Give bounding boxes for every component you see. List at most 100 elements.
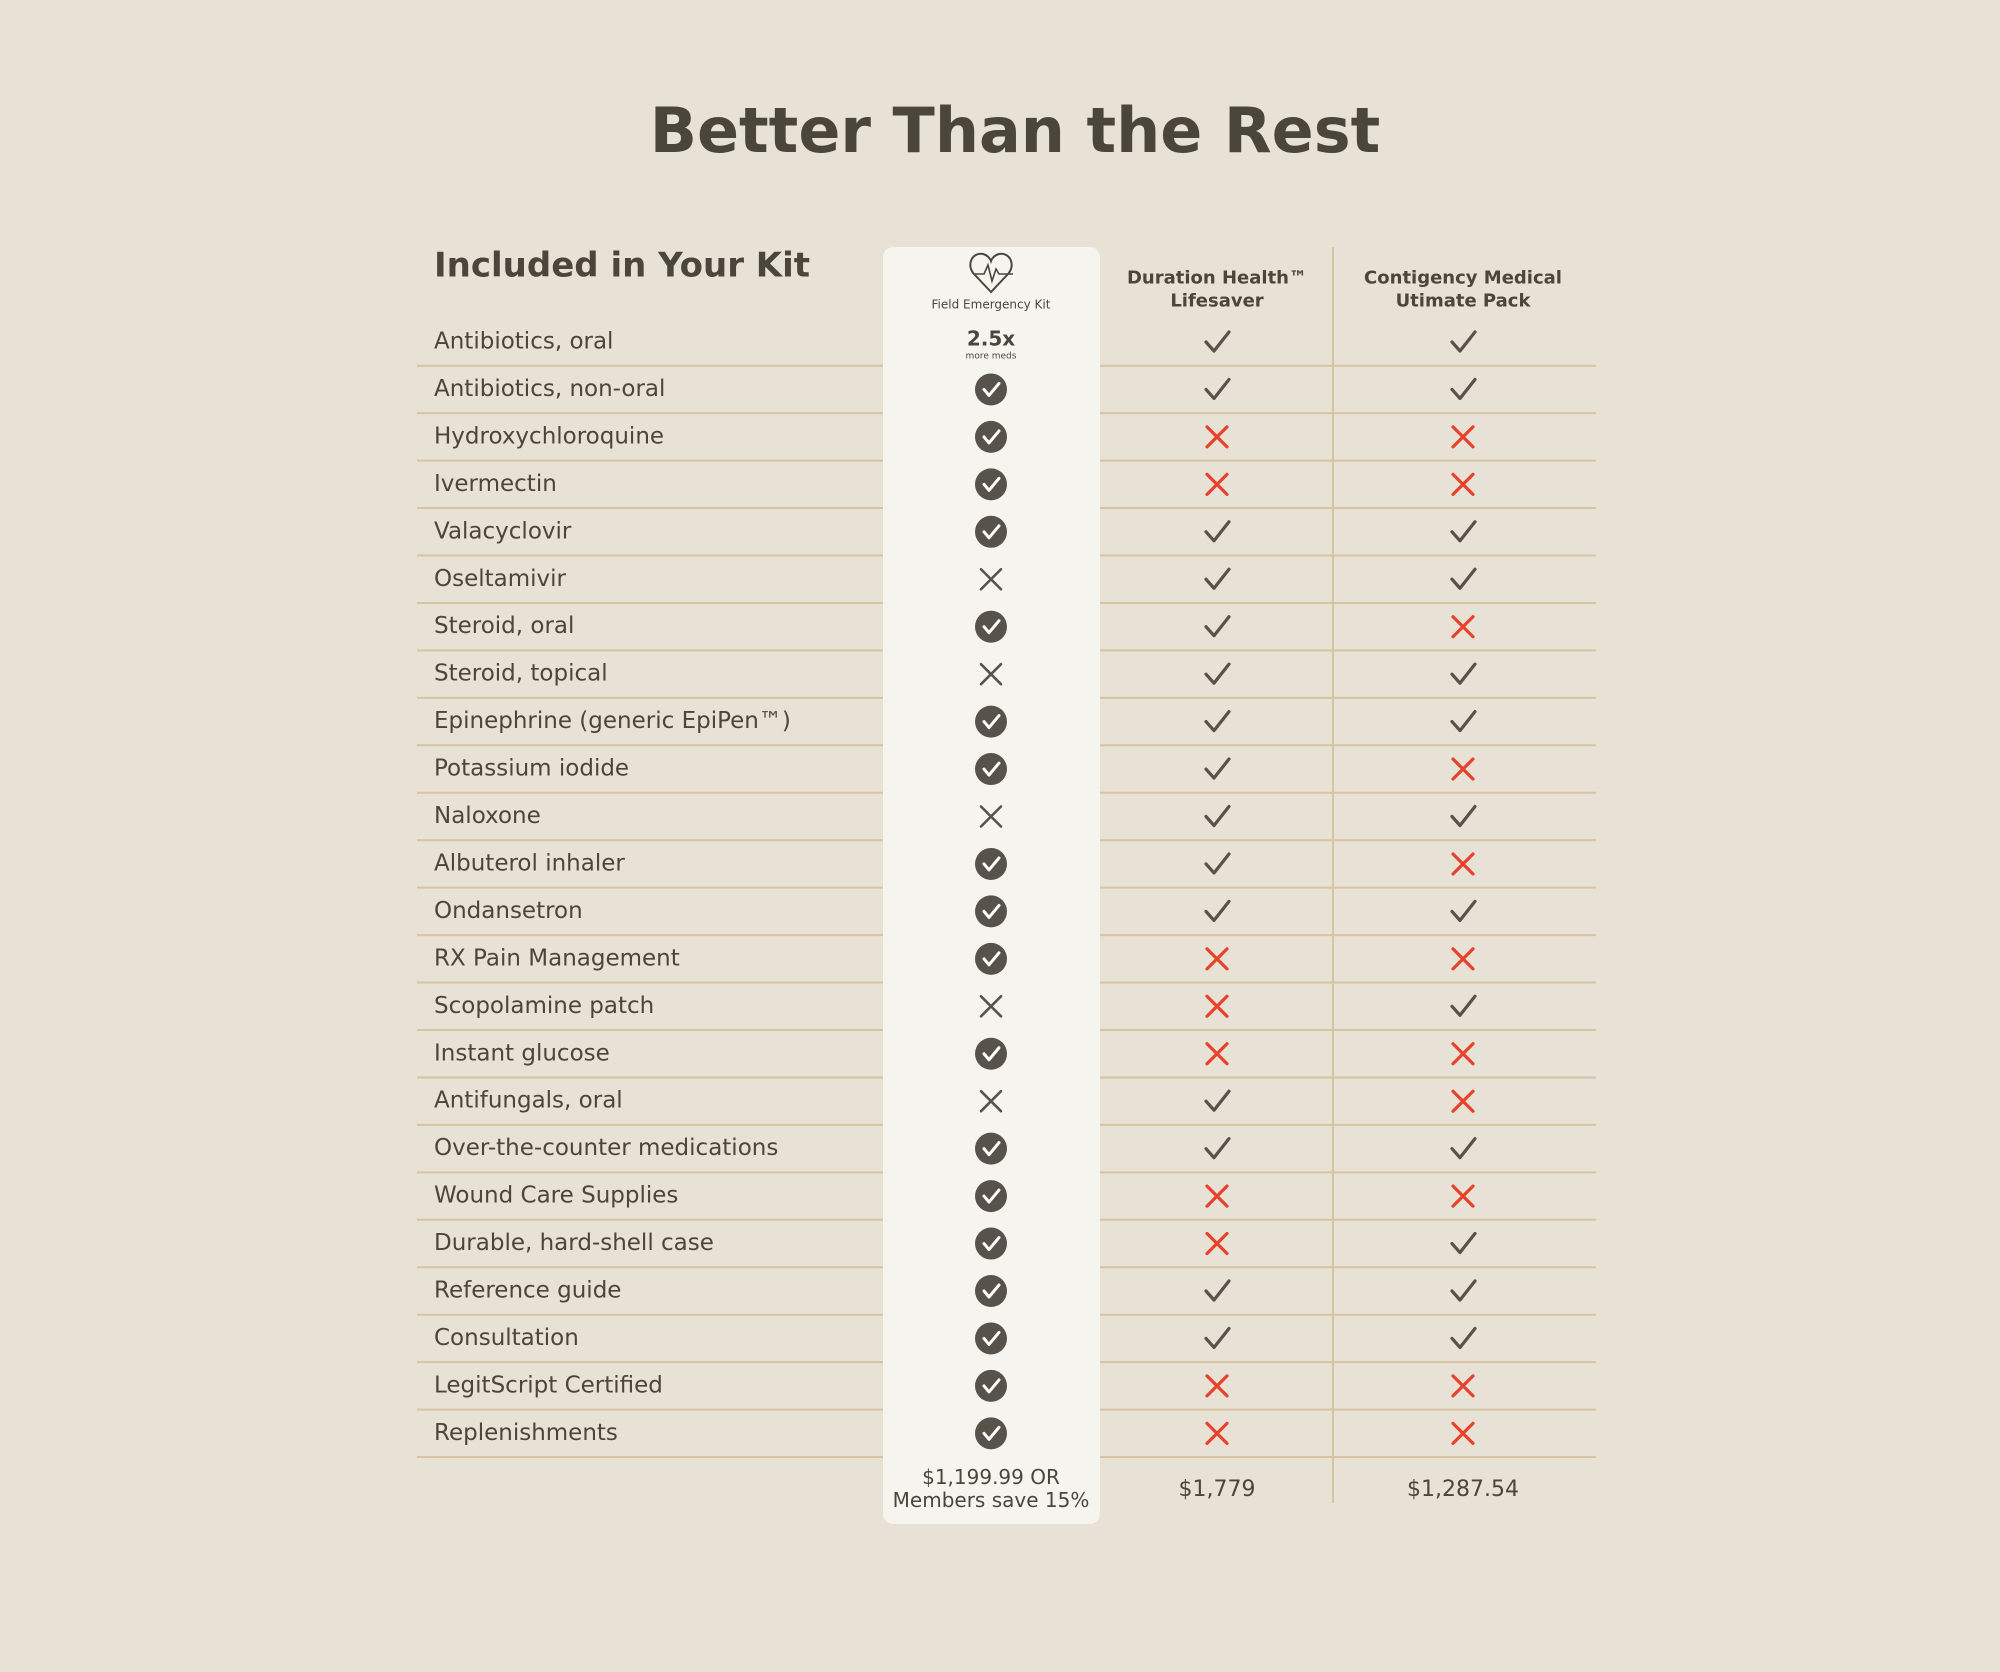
check-icon bbox=[975, 610, 1007, 643]
row-label: Potassium iodide bbox=[434, 756, 629, 782]
row-label: Valacyclovir bbox=[434, 518, 572, 544]
check-mark bbox=[1450, 804, 1477, 828]
check-mark bbox=[1450, 1137, 1477, 1160]
check-circle bbox=[975, 610, 1007, 643]
check-icon bbox=[975, 1132, 1007, 1165]
badge-sub: more meds bbox=[966, 352, 1017, 362]
check-icon bbox=[1204, 1326, 1231, 1350]
cross-mark bbox=[1451, 1374, 1475, 1398]
kit-card bbox=[883, 247, 1100, 1524]
table-header: Included in Your Kit bbox=[434, 246, 810, 286]
cross-icon bbox=[979, 1089, 1003, 1113]
check-circle bbox=[975, 942, 1007, 975]
check-mark bbox=[982, 951, 1001, 967]
check-circle bbox=[975, 515, 1007, 548]
check-mark bbox=[982, 1188, 1001, 1204]
check-mark bbox=[982, 1378, 1001, 1394]
cross-icon bbox=[979, 994, 1003, 1018]
row-label: Ondansetron bbox=[434, 898, 583, 924]
row-label: RX Pain Management bbox=[434, 945, 680, 971]
check-icon bbox=[1204, 899, 1231, 923]
check-icon bbox=[975, 1037, 1007, 1070]
cross-mark bbox=[979, 994, 1003, 1018]
cross-mark bbox=[1451, 472, 1475, 496]
row-label: Ivermectin bbox=[434, 471, 557, 497]
check-circle bbox=[975, 373, 1007, 406]
cross-mark bbox=[1205, 425, 1229, 449]
check-mark bbox=[1204, 567, 1231, 590]
check-icon bbox=[975, 753, 1007, 786]
cross-icon bbox=[1451, 1089, 1475, 1113]
logo-heart bbox=[969, 252, 1013, 294]
cross-mark bbox=[1205, 994, 1229, 1018]
row-label: Albuterol inhaler bbox=[434, 850, 625, 876]
check-mark bbox=[982, 1046, 1001, 1062]
check-mark bbox=[1450, 994, 1477, 1017]
cross-icon bbox=[1451, 852, 1475, 876]
title: Better Than the Rest bbox=[650, 94, 1381, 167]
cross-mark bbox=[1205, 1184, 1229, 1208]
check-mark bbox=[982, 429, 1001, 445]
check-circle bbox=[975, 1227, 1007, 1260]
row-label: Replenishments bbox=[434, 1420, 618, 1446]
cross-mark bbox=[979, 567, 1003, 591]
cross-mark bbox=[1205, 1374, 1229, 1398]
cross-icon bbox=[979, 805, 1003, 828]
check-mark bbox=[1450, 1231, 1477, 1255]
cross-icon bbox=[1205, 994, 1229, 1018]
cross-mark bbox=[1205, 947, 1229, 971]
check-mark bbox=[982, 619, 1001, 635]
cross-mark bbox=[979, 662, 1003, 686]
check-icon bbox=[1204, 615, 1231, 638]
check-mark bbox=[1204, 709, 1231, 733]
check-icon bbox=[1204, 852, 1231, 875]
check-icon bbox=[1204, 1279, 1231, 1302]
check-mark bbox=[982, 1141, 1001, 1157]
check-mark bbox=[982, 1283, 1001, 1299]
row-label: Over-the-counter medications bbox=[434, 1135, 778, 1161]
cross-icon bbox=[1451, 1374, 1475, 1398]
check-icon bbox=[975, 468, 1007, 501]
row-label: Wound Care Supplies bbox=[434, 1183, 678, 1209]
cross-mark bbox=[1451, 757, 1475, 781]
cross-mark bbox=[1205, 1042, 1229, 1066]
cross-icon bbox=[1205, 472, 1229, 496]
cross-icon bbox=[1451, 472, 1475, 496]
check-icon bbox=[975, 420, 1007, 453]
check-mark bbox=[1204, 330, 1231, 353]
check-icon bbox=[975, 1227, 1007, 1260]
row-label: Antifungals, oral bbox=[434, 1088, 623, 1114]
check-mark bbox=[1204, 1089, 1231, 1112]
check-mark bbox=[1450, 520, 1477, 543]
check-circle bbox=[975, 1132, 1007, 1165]
check-mark bbox=[982, 714, 1001, 730]
check-mark bbox=[1450, 330, 1477, 353]
check-circle bbox=[975, 1322, 1007, 1355]
cross-icon bbox=[1451, 1184, 1475, 1208]
row-label: Steroid, topical bbox=[434, 661, 608, 687]
check-mark bbox=[982, 381, 1001, 397]
check-icon bbox=[1204, 757, 1231, 780]
check-icon bbox=[975, 1275, 1007, 1307]
check-circle bbox=[975, 895, 1007, 928]
cross-mark bbox=[1451, 1184, 1475, 1208]
cross-icon bbox=[1205, 1042, 1229, 1066]
check-icon bbox=[1204, 1137, 1231, 1160]
column-name: Duration Health™ bbox=[1127, 268, 1307, 289]
cross-mark bbox=[1205, 472, 1229, 496]
cross-icon bbox=[1205, 1374, 1229, 1398]
row-label: Oseltamivir bbox=[434, 566, 567, 592]
check-icon bbox=[1204, 804, 1231, 828]
cross-icon bbox=[1451, 1042, 1475, 1066]
row-label: Reference guide bbox=[434, 1278, 621, 1304]
row-label: Epinephrine (generic EpiPen™) bbox=[434, 708, 791, 734]
cross-mark bbox=[1451, 425, 1475, 449]
check-mark bbox=[1204, 520, 1231, 543]
check-mark bbox=[1450, 899, 1477, 923]
check-circle bbox=[975, 468, 1007, 501]
cross-icon bbox=[1451, 757, 1475, 781]
check-mark bbox=[1204, 757, 1231, 780]
check-mark bbox=[1204, 615, 1231, 638]
check-mark bbox=[982, 476, 1001, 492]
kit-logo bbox=[969, 252, 1013, 294]
